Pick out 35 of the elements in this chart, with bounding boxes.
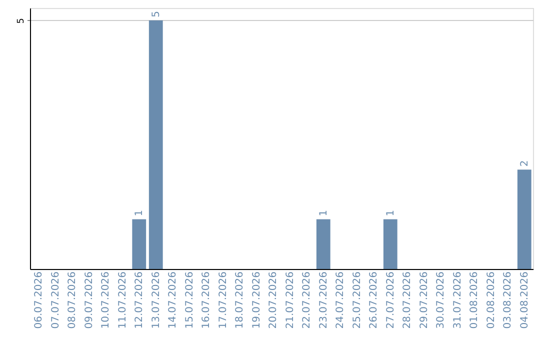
x-tick-label: 30.07.2026 <box>436 272 447 329</box>
x-tick-label: 13.07.2026 <box>150 272 162 329</box>
x-tick-label: 25.07.2026 <box>352 272 363 329</box>
x-tick-label: 02.08.2026 <box>486 272 497 329</box>
x-tick-label: 19.07.2026 <box>251 272 262 329</box>
x-tick-label: 31.07.2026 <box>452 272 464 329</box>
data-label: 1 <box>385 210 396 216</box>
x-tick-label: 17.07.2026 <box>218 272 229 329</box>
x-tick-label: 06.07.2026 <box>34 272 45 329</box>
data-label: 1 <box>318 210 330 216</box>
x-tick-label: 11.07.2026 <box>117 272 128 329</box>
x-tick-label: 20.07.2026 <box>268 272 280 329</box>
x-tick-label: 04.08.2026 <box>519 272 530 329</box>
x-tick-label: 08.07.2026 <box>67 272 78 329</box>
x-tick-label: 12.07.2026 <box>134 272 146 329</box>
x-tick-label: 29.07.2026 <box>418 272 430 329</box>
x-tick-label: 22.07.2026 <box>302 272 313 329</box>
x-tick-label: 16.07.2026 <box>201 272 212 329</box>
x-tick-label: 07.07.2026 <box>50 272 62 329</box>
x-tick-label: 21.07.2026 <box>284 272 296 329</box>
x-tick-label: 15.07.2026 <box>184 272 196 329</box>
x-tick-label: 28.07.2026 <box>402 272 414 329</box>
x-tick-label: 10.07.2026 <box>100 272 112 329</box>
x-tick-label: 09.07.2026 <box>84 272 95 329</box>
x-tick-label: 03.08.2026 <box>502 272 514 329</box>
data-label: 5 <box>150 11 162 18</box>
x-tick-label: 26.07.2026 <box>368 272 380 329</box>
x-tick-label: 27.07.2026 <box>385 272 396 329</box>
data-label: 1 <box>134 210 146 216</box>
x-tick-label: 01.08.2026 <box>469 272 480 329</box>
x-tick-label: 14.07.2026 <box>168 272 179 329</box>
x-tick-label: 24.07.2026 <box>335 272 346 329</box>
data-label: 2 <box>519 160 530 167</box>
x-tick-label: 23.07.2026 <box>318 272 330 329</box>
x-tick-label: 18.07.2026 <box>234 272 246 329</box>
